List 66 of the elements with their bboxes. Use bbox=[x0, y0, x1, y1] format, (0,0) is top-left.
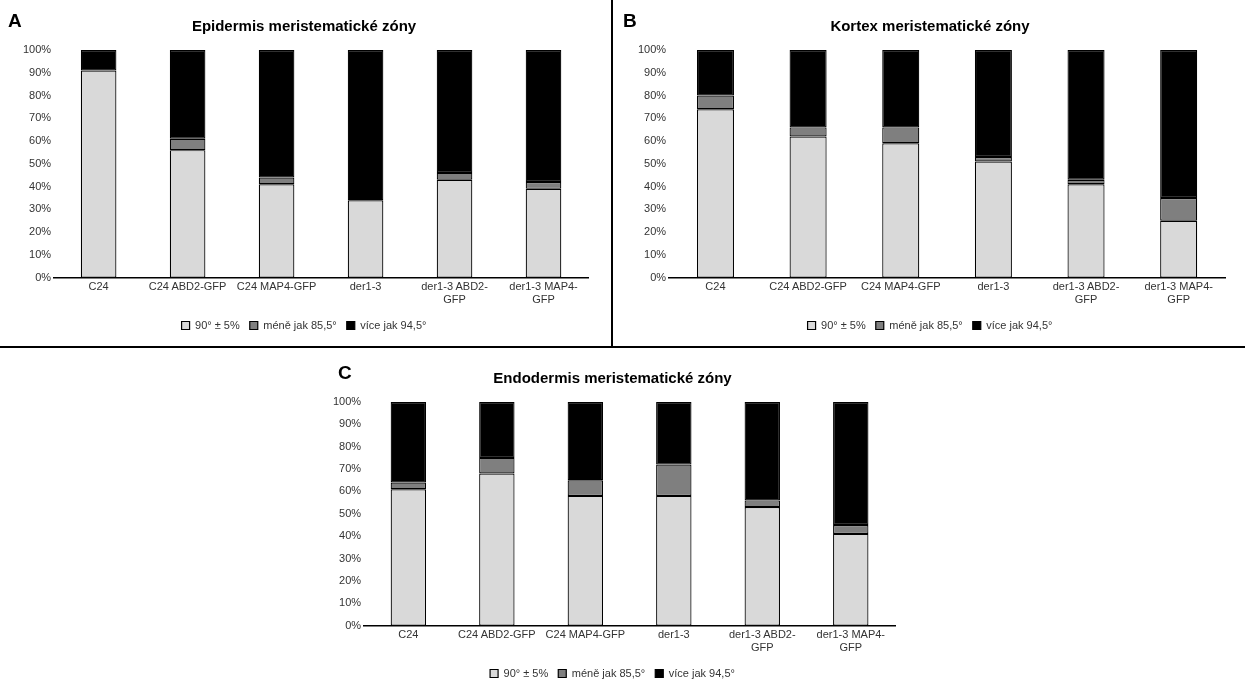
chart-title: Endodermis meristematické zóny bbox=[493, 369, 733, 387]
x-tick-label: der1-3 ABD2-GFP bbox=[421, 280, 489, 306]
y-tick-label: 70% bbox=[29, 111, 52, 124]
y-tick-label: 60% bbox=[644, 134, 667, 147]
legend-label: méně jak 85,5° bbox=[263, 318, 337, 331]
y-tick-label: 90% bbox=[29, 65, 52, 78]
x-tick-label: C24 ABD2-GFP bbox=[148, 280, 227, 293]
y-tick-label: 50% bbox=[644, 156, 667, 169]
y-tick-label: 40% bbox=[339, 529, 362, 542]
y-tick-label: 80% bbox=[29, 88, 52, 101]
y-tick-label: 20% bbox=[644, 225, 667, 238]
x-tick-label: C24 ABD2-GFP bbox=[458, 628, 536, 641]
y-tick-label: 90% bbox=[644, 65, 667, 78]
x-tick-label: C24 MAP4-GFP bbox=[545, 628, 626, 641]
y-tick-label: 60% bbox=[339, 484, 362, 497]
legend-label: méně jak 85,5° bbox=[889, 318, 963, 331]
y-tick-label: 50% bbox=[339, 506, 362, 519]
x-tick-label: C24 MAP4-GFP bbox=[236, 280, 317, 293]
x-tick-label: C24 bbox=[705, 280, 726, 293]
y-tick-label: 70% bbox=[339, 462, 362, 475]
x-tick-label: der1-3 bbox=[349, 280, 382, 293]
y-tick-label: 40% bbox=[644, 179, 667, 192]
x-tick-label: der1-3 MAP4-GFP bbox=[509, 280, 579, 306]
y-tick-label: 10% bbox=[339, 596, 362, 609]
text: B bbox=[623, 9, 637, 31]
y-tick-label: 20% bbox=[29, 225, 52, 238]
x-tick-label: der1-3 ABD2-GFP bbox=[728, 628, 796, 654]
x-tick-label: der1-3 bbox=[657, 628, 690, 641]
chart-title: Epidermis meristematické zóny bbox=[191, 17, 417, 35]
legend-label: více jak 94,5° bbox=[986, 318, 1053, 331]
y-tick-label: 30% bbox=[29, 202, 52, 215]
x-tick-label: der1-3 MAP4-GFP bbox=[816, 628, 886, 654]
legend-label: 90° ± 5% bbox=[821, 318, 866, 331]
y-tick-label: 70% bbox=[644, 111, 667, 124]
y-tick-label: 0% bbox=[345, 618, 362, 631]
y-tick-label: 10% bbox=[29, 247, 52, 260]
y-tick-label: 90% bbox=[339, 417, 362, 430]
y-tick-label: 50% bbox=[29, 156, 52, 169]
y-tick-label: 80% bbox=[339, 439, 362, 452]
x-tick-label: C24 ABD2-GFP bbox=[769, 280, 847, 293]
legend-label: více jak 94,5° bbox=[360, 318, 427, 331]
y-tick-label: 80% bbox=[644, 88, 667, 101]
legend-label: méně jak 85,5° bbox=[571, 666, 646, 679]
x-tick-label: C24 bbox=[398, 628, 419, 641]
y-tick-label: 20% bbox=[339, 573, 362, 586]
y-tick-label: 30% bbox=[644, 202, 667, 215]
legend-label: 90° ± 5% bbox=[195, 318, 240, 331]
legend-label: více jak 94,5° bbox=[668, 666, 735, 679]
x-tick-label: C24 MAP4-GFP bbox=[861, 280, 941, 293]
x-tick-label: der1-3 bbox=[977, 280, 1010, 293]
y-tick-label: 40% bbox=[29, 179, 52, 192]
x-tick-label: der1-3 ABD2-GFP bbox=[1052, 280, 1120, 306]
y-tick-label: 0% bbox=[35, 270, 52, 283]
y-tick-label: 10% bbox=[644, 247, 667, 260]
text: C bbox=[338, 361, 352, 383]
chart-title: Kortex meristematické zóny bbox=[830, 17, 1031, 35]
y-tick-label: 60% bbox=[29, 134, 52, 147]
x-tick-label: C24 bbox=[88, 280, 109, 293]
text: A bbox=[8, 9, 22, 31]
y-tick-label: 0% bbox=[650, 270, 667, 283]
y-tick-label: 30% bbox=[339, 551, 362, 564]
x-tick-label: der1-3 MAP4-GFP bbox=[1144, 280, 1214, 306]
y-tick-label: 100% bbox=[22, 43, 52, 56]
legend-label: 90° ± 5% bbox=[503, 666, 549, 679]
y-tick-label: 100% bbox=[637, 43, 667, 56]
y-tick-label: 100% bbox=[332, 395, 362, 408]
